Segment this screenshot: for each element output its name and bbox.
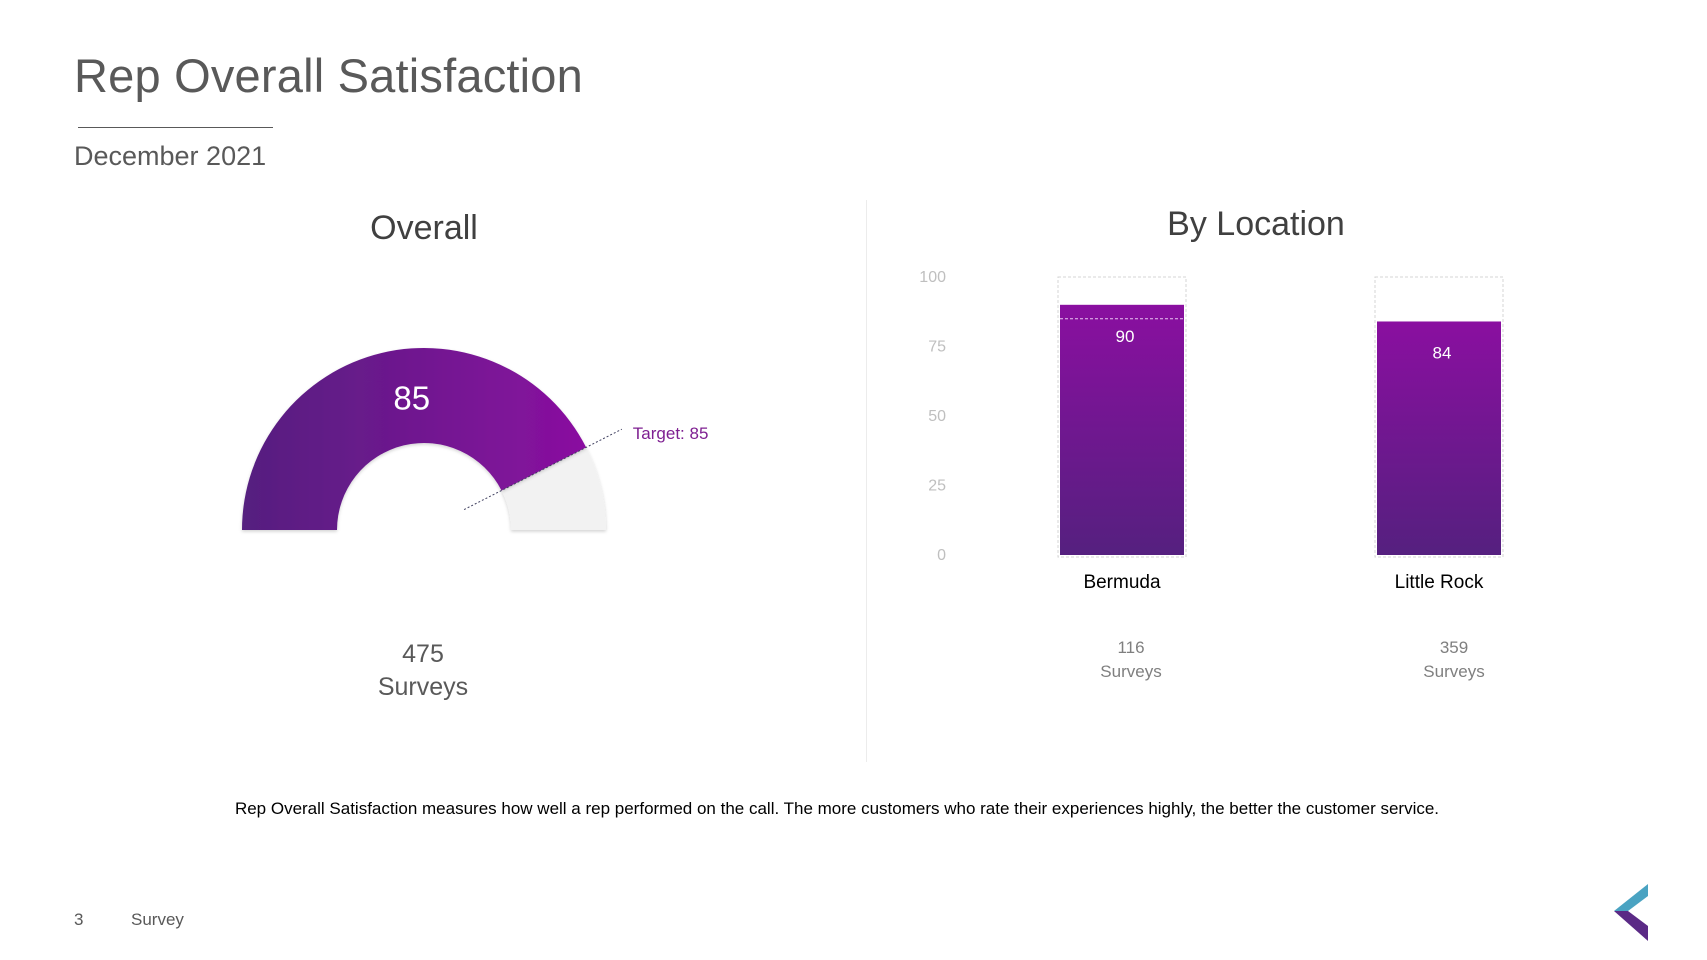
x-axis-category-label: Little Rock bbox=[1395, 572, 1484, 593]
y-axis-tick-label: 25 bbox=[928, 478, 946, 495]
footnote: Rep Overall Satisfaction measures how we… bbox=[234, 799, 1440, 818]
location-bar-chart: 0 25 50 75 100 90 Bermuda 84 Little Rock bbox=[919, 269, 1504, 593]
gauge-track bbox=[501, 447, 606, 530]
gauge-value-arc bbox=[242, 347, 587, 530]
location-survey-count: 359 bbox=[1439, 638, 1469, 657]
overall-survey-label: Surveys bbox=[377, 673, 469, 701]
overall-survey-count: 475 bbox=[402, 640, 444, 668]
overall-gauge-chart: 85 Target: 85 bbox=[242, 347, 709, 530]
page-title: Rep Overall Satisfaction bbox=[74, 49, 583, 102]
y-axis-tick-label: 100 bbox=[919, 269, 946, 286]
location-survey-label: Surveys bbox=[1100, 662, 1162, 681]
y-axis-tick-label: 50 bbox=[928, 408, 946, 425]
title-underline bbox=[78, 127, 273, 128]
by-location-heading: By Location bbox=[1167, 205, 1345, 243]
bar-data-label: 90 bbox=[1116, 327, 1135, 346]
location-survey-count: 116 bbox=[1117, 638, 1145, 657]
company-logo-icon bbox=[1614, 884, 1648, 941]
overall-heading: Overall bbox=[370, 209, 478, 247]
bar-max-outline bbox=[1057, 276, 1187, 558]
gauge-value-label: 85 bbox=[393, 379, 430, 416]
page-number: 3 bbox=[74, 910, 84, 929]
bar-max-outline bbox=[1374, 276, 1504, 558]
location-survey-label: Surveys bbox=[1423, 662, 1485, 681]
page-subtitle: December 2021 bbox=[74, 141, 267, 171]
bar bbox=[1060, 304, 1184, 555]
gauge-target-label: Target: 85 bbox=[633, 424, 709, 443]
x-axis-category-label: Bermuda bbox=[1083, 572, 1161, 593]
section-divider bbox=[866, 200, 867, 762]
y-axis-tick-label: 0 bbox=[937, 547, 946, 564]
bar bbox=[1377, 321, 1501, 555]
bar-data-label: 84 bbox=[1433, 343, 1452, 362]
gauge-target-line bbox=[463, 428, 623, 511]
footer-label: Survey bbox=[131, 910, 184, 929]
y-axis-tick-label: 75 bbox=[928, 339, 946, 356]
